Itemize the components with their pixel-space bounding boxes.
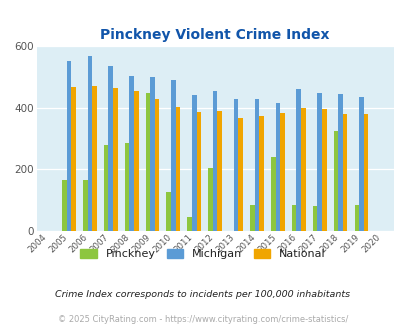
Legend: Pinckney, Michigan, National: Pinckney, Michigan, National [75,244,330,263]
Bar [187,216,192,231]
Bar [279,113,284,231]
Bar [113,88,117,231]
Bar [62,180,66,231]
Text: © 2025 CityRating.com - https://www.cityrating.com/crime-statistics/: © 2025 CityRating.com - https://www.city… [58,315,347,324]
Bar [312,206,317,231]
Bar [238,118,242,231]
Bar [208,168,212,231]
Bar [129,76,134,231]
Bar [92,85,96,231]
Bar [175,107,180,231]
Bar [317,93,321,231]
Title: Pinckney Violent Crime Index: Pinckney Violent Crime Index [100,28,329,42]
Bar [270,157,275,231]
Bar [337,94,342,231]
Bar [66,61,71,231]
Bar [217,112,222,231]
Bar [104,145,108,231]
Bar [145,93,150,231]
Bar [233,99,238,231]
Bar [196,112,201,231]
Text: Crime Index corresponds to incidents per 100,000 inhabitants: Crime Index corresponds to incidents per… [55,290,350,299]
Bar [254,99,259,231]
Bar [192,95,196,231]
Bar [87,56,92,231]
Bar [354,206,358,231]
Bar [363,114,367,231]
Bar [259,116,263,231]
Bar [249,205,254,231]
Bar [333,131,337,231]
Bar [212,91,217,231]
Bar [150,77,154,231]
Bar [321,109,326,231]
Bar [124,143,129,231]
Bar [291,206,296,231]
Bar [83,180,87,231]
Bar [134,91,138,231]
Bar [166,192,171,231]
Bar [171,80,175,231]
Bar [154,99,159,231]
Bar [342,114,347,231]
Bar [71,86,76,231]
Bar [108,66,113,231]
Bar [275,104,279,231]
Bar [296,89,301,231]
Bar [358,97,363,231]
Bar [301,108,305,231]
